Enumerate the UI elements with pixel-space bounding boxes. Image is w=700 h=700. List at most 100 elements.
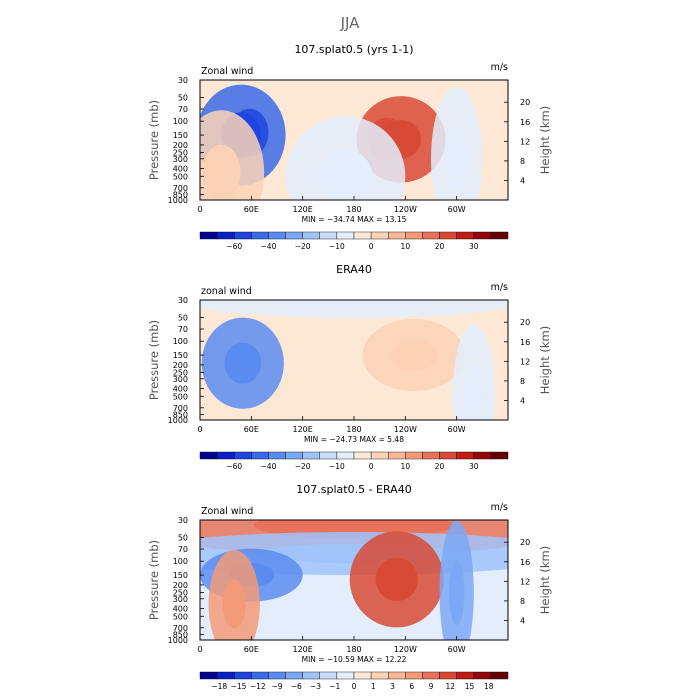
colorbar-swatch bbox=[199, 451, 218, 460]
y2-tick-label: 12 bbox=[520, 357, 530, 366]
colorbar-tick-label: −12 bbox=[250, 682, 266, 691]
units-label: m/s bbox=[491, 282, 508, 293]
colorbar-swatch bbox=[268, 671, 286, 680]
y-tick-label: 150 bbox=[173, 351, 188, 360]
y-tick-label: 200 bbox=[173, 581, 188, 590]
colorbar-tick-label: 0 bbox=[352, 682, 357, 691]
chart-panel-1: 107.splat0.5 (yrs 1-1) Zonal wind m/s 30 50 7… bbox=[147, 43, 552, 251]
colorbar-tick-label: −20 bbox=[295, 462, 311, 471]
colorbar-tick-label: −1 bbox=[329, 682, 340, 691]
x-tick-label: 60E bbox=[244, 425, 259, 434]
x-tick-label: 0 bbox=[197, 425, 202, 434]
colorbar-swatch bbox=[199, 231, 218, 240]
colorbar-tick-label: 20 bbox=[435, 462, 445, 471]
y-axis-label: Pressure (mb) bbox=[147, 100, 161, 180]
colorbar-swatch bbox=[473, 671, 492, 680]
colorbar-swatch bbox=[251, 231, 269, 240]
x-tick-label: 120W bbox=[394, 205, 417, 214]
variable-label: Zonal wind bbox=[201, 66, 253, 77]
contour-core bbox=[464, 363, 484, 420]
colorbar-swatch bbox=[388, 671, 406, 680]
y2-tick-label: 12 bbox=[520, 137, 530, 146]
colorbar-swatch bbox=[473, 231, 492, 240]
colorbar-swatch bbox=[456, 231, 474, 240]
y-tick-label: 850 bbox=[173, 410, 188, 419]
y-tick-label: 1000 bbox=[168, 636, 188, 645]
variable-label: Zonal wind bbox=[201, 506, 253, 517]
colorbar-tick-label: 0 bbox=[369, 462, 374, 471]
colorbar: −60 −40 −20 −10 0 10 20 30 bbox=[199, 231, 509, 251]
y-tick-label: 850 bbox=[173, 190, 188, 199]
colorbar-swatch bbox=[319, 231, 338, 240]
x-tick-label: 120E bbox=[293, 645, 313, 654]
colorbar-swatch bbox=[422, 671, 440, 680]
colorbar-swatch bbox=[422, 451, 440, 460]
colorbar-tick-label: 30 bbox=[469, 242, 479, 251]
contour-core bbox=[375, 557, 418, 601]
y2-tick-label: 8 bbox=[520, 597, 525, 606]
y-tick-label: 200 bbox=[173, 141, 188, 150]
colorbar-tick-label: 9 bbox=[429, 682, 434, 691]
y-tick-label: 700 bbox=[173, 404, 188, 413]
colorbar-swatch bbox=[370, 451, 389, 460]
y-tick-label: 70 bbox=[178, 105, 188, 114]
units-label: m/s bbox=[491, 62, 508, 73]
colorbar-swatch bbox=[422, 231, 440, 240]
colorbar-swatch bbox=[388, 231, 406, 240]
colorbar-swatch bbox=[490, 231, 509, 240]
x-tick-label: 120E bbox=[293, 205, 313, 214]
colorbar: −18 −15 −12 −9 −6 −3 −1 0 1 3 6 9 12 15 18 bbox=[199, 671, 509, 691]
y2-tick-label: 16 bbox=[520, 338, 530, 347]
contour-core bbox=[222, 579, 246, 629]
colorbar-swatch bbox=[251, 671, 269, 680]
colorbar-tick-label: −9 bbox=[271, 682, 282, 691]
y2-tick-label: 4 bbox=[520, 396, 525, 405]
colorbar-swatch bbox=[439, 671, 457, 680]
colorbar-tick-label: 20 bbox=[435, 242, 445, 251]
min-max-label: MIN = −34.74 MAX = 13.15 bbox=[302, 215, 407, 224]
colorbar-swatch bbox=[473, 451, 492, 460]
colorbar-swatch bbox=[319, 451, 338, 460]
x-tick-label: 180 bbox=[346, 205, 361, 214]
colorbar-tick-label: 18 bbox=[484, 682, 494, 691]
y-tick-label: 300 bbox=[173, 155, 188, 164]
panels: 107.splat0.5 (yrs 1-1) Zonal wind m/s 30 50 7… bbox=[147, 43, 552, 691]
x-tick-label: 0 bbox=[197, 645, 202, 654]
y2-tick-label: 8 bbox=[520, 377, 525, 386]
x-tick-label: 60W bbox=[448, 205, 466, 214]
x-tick-label: 120W bbox=[394, 425, 417, 434]
panel-title: 107.splat0.5 (yrs 1-1) bbox=[294, 43, 413, 56]
colorbar-swatch bbox=[405, 671, 423, 680]
contour-core bbox=[277, 300, 431, 309]
y-axis-label: Pressure (mb) bbox=[147, 540, 161, 620]
colorbar-tick-label: −40 bbox=[261, 462, 277, 471]
colorbar-swatch bbox=[490, 451, 509, 460]
colorbar-swatch bbox=[268, 231, 286, 240]
colorbar-swatch bbox=[405, 451, 423, 460]
colorbar-tick-label: 10 bbox=[401, 242, 411, 251]
colorbar-tick-label: 6 bbox=[409, 682, 414, 691]
y-tick-label: 200 bbox=[173, 361, 188, 370]
colorbar-tick-label: 10 bbox=[401, 462, 411, 471]
y-tick-label: 50 bbox=[178, 313, 188, 322]
x-tick-label: 60E bbox=[244, 205, 259, 214]
colorbar-swatch bbox=[319, 671, 338, 680]
y2-tick-label: 16 bbox=[520, 118, 530, 127]
colorbar-tick-label: −10 bbox=[329, 462, 345, 471]
contour-field bbox=[200, 80, 508, 200]
contour-field bbox=[200, 300, 508, 420]
y-tick-label: 250 bbox=[173, 369, 188, 378]
x-tick-label: 60W bbox=[448, 645, 466, 654]
y-tick-label: 30 bbox=[178, 296, 188, 305]
y-tick-label: 150 bbox=[173, 131, 188, 140]
y2-tick-label: 16 bbox=[520, 558, 530, 567]
y-tick-label: 250 bbox=[173, 149, 188, 158]
colorbar-tick-label: −3 bbox=[310, 682, 321, 691]
x-tick-label: 60E bbox=[244, 645, 259, 654]
panel-title: ERA40 bbox=[336, 263, 372, 276]
y-tick-label: 1000 bbox=[168, 196, 188, 205]
y-tick-label: 400 bbox=[173, 605, 188, 614]
y-tick-label: 50 bbox=[178, 93, 188, 102]
colorbar-swatch bbox=[336, 231, 355, 240]
